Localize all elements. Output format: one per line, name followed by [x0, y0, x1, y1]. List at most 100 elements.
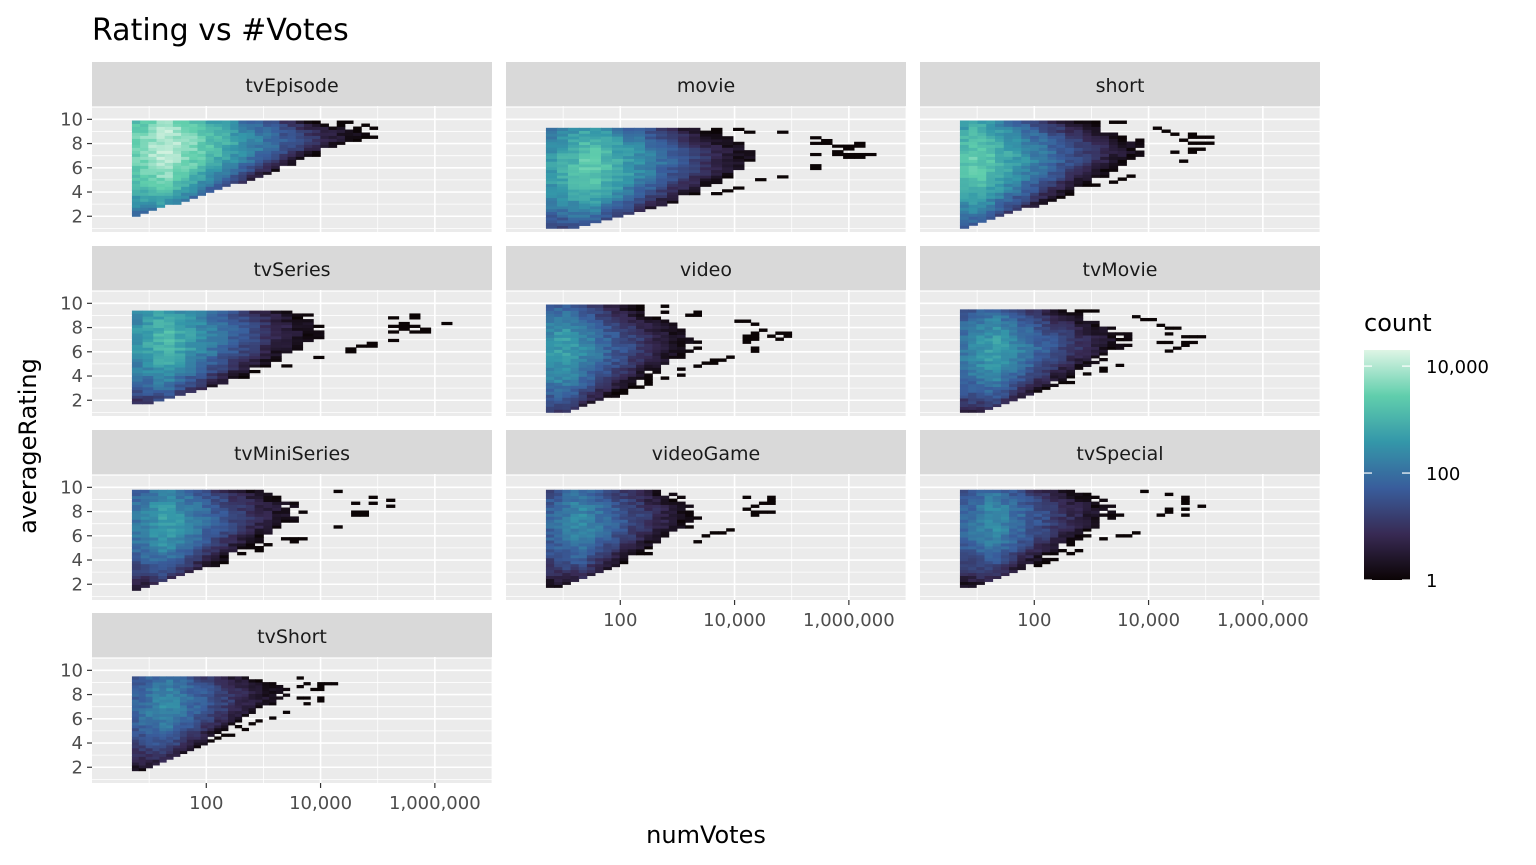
heatmap-cell	[344, 135, 354, 139]
heatmap-cell	[193, 687, 201, 692]
heatmap-cell	[570, 376, 580, 380]
heatmap-cell	[313, 324, 325, 328]
heatmap-cell	[206, 369, 218, 374]
heatmap-cell	[567, 180, 580, 185]
heatmap-cell	[567, 172, 580, 176]
heatmap-cell	[152, 713, 160, 717]
y-tick-label: 2	[72, 390, 83, 411]
heatmap-cell	[611, 147, 624, 151]
heatmap-cell	[1047, 162, 1057, 166]
heatmap-cell	[249, 338, 261, 343]
heatmap-cell	[1009, 389, 1018, 393]
heatmap-cell	[1012, 201, 1022, 205]
heatmap-cell	[1066, 349, 1076, 353]
heatmap-cell	[164, 168, 174, 172]
heatmap-cell	[1091, 501, 1100, 505]
heatmap-cell	[1041, 317, 1051, 322]
heatmap-cell	[722, 150, 734, 154]
heatmap-cell	[1009, 546, 1018, 550]
heatmap-cell	[1073, 165, 1084, 169]
heatmap-cell	[645, 158, 657, 162]
heatmap-cell	[750, 504, 760, 508]
heatmap-cell	[1082, 340, 1092, 345]
heatmap-cell	[159, 747, 167, 752]
heatmap-cell	[303, 141, 313, 145]
heatmap-cell	[302, 336, 314, 340]
heatmap-cell	[173, 690, 181, 694]
heatmap-cell	[1047, 198, 1057, 202]
heatmap-cell	[156, 165, 166, 169]
heatmap-cell	[968, 531, 977, 535]
heatmap-cell	[1000, 510, 1010, 514]
heatmap-cell	[140, 189, 149, 193]
heatmap-cell	[570, 403, 580, 407]
heatmap-cell	[227, 361, 240, 365]
heatmap-cell	[173, 722, 181, 726]
heatmap-cell	[179, 684, 188, 689]
heatmap-cell	[627, 507, 637, 511]
heatmap-cell	[197, 183, 207, 187]
heatmap-cell	[1135, 150, 1145, 154]
heatmap-cell	[210, 560, 220, 565]
heatmap-cell	[1091, 346, 1100, 350]
heatmap-cell	[619, 364, 629, 368]
heatmap-cell	[1009, 312, 1018, 316]
heatmap-cell	[197, 123, 207, 127]
heatmap-cell	[1033, 554, 1043, 559]
heatmap-cell	[992, 546, 1002, 550]
heatmap-cell	[685, 510, 694, 514]
heatmap-cell	[195, 319, 208, 323]
heatmap-cell	[578, 150, 591, 154]
heatmap-cell	[1082, 507, 1092, 511]
heatmap-cell	[984, 340, 994, 345]
heatmap-cell	[167, 548, 177, 553]
heatmap-cell	[775, 337, 784, 341]
heatmap-cell	[1017, 326, 1026, 330]
heatmap-cell	[174, 347, 186, 351]
heatmap-cell	[586, 566, 596, 571]
heatmap-cell	[545, 560, 555, 565]
heatmap-cell	[595, 379, 604, 383]
heatmap-cell	[263, 522, 273, 526]
heatmap-cell	[254, 129, 264, 133]
heatmap-cell	[570, 382, 580, 386]
heatmap-cell	[1041, 495, 1051, 500]
heatmap-cell	[197, 186, 207, 190]
heatmap-cell	[1117, 147, 1127, 151]
heatmap-cell	[227, 364, 240, 368]
heatmap-cell	[693, 346, 702, 350]
heatmap-cell	[195, 324, 208, 328]
heatmap-cell	[219, 554, 229, 559]
heatmap-cell	[388, 324, 400, 328]
heatmap-cell	[578, 394, 588, 398]
heatmap-cell	[159, 690, 167, 694]
heatmap-cell	[164, 162, 174, 166]
heatmap-cell	[166, 747, 174, 752]
heatmap-cell	[181, 177, 190, 181]
heatmap-cell	[238, 341, 250, 345]
heatmap-cell	[611, 161, 624, 165]
heatmap-cell	[562, 358, 571, 362]
heatmap-cell	[959, 557, 969, 562]
heatmap-cell	[977, 147, 987, 151]
heatmap-cell	[976, 581, 985, 585]
heatmap-cell	[142, 310, 154, 314]
heatmap-cell	[219, 498, 229, 502]
heatmap-cell	[545, 531, 555, 535]
heatmap-cell	[689, 138, 701, 143]
heatmap-cell	[1003, 204, 1013, 208]
heatmap-cell	[1000, 378, 1010, 382]
heatmap-cell	[656, 169, 668, 173]
heatmap-cell	[645, 186, 657, 190]
heatmap-cell	[195, 386, 208, 391]
heatmap-cell	[652, 337, 662, 341]
heatmap-cell	[1058, 498, 1067, 502]
heatmap-cell	[1000, 358, 1010, 362]
heatmap-cell	[333, 489, 343, 494]
heatmap-cell	[627, 370, 637, 374]
heatmap-cell	[213, 177, 223, 181]
heatmap-cell	[164, 183, 174, 187]
heatmap-cell	[148, 147, 157, 151]
heatmap-cell	[689, 186, 701, 190]
heatmap-cell	[153, 392, 165, 396]
